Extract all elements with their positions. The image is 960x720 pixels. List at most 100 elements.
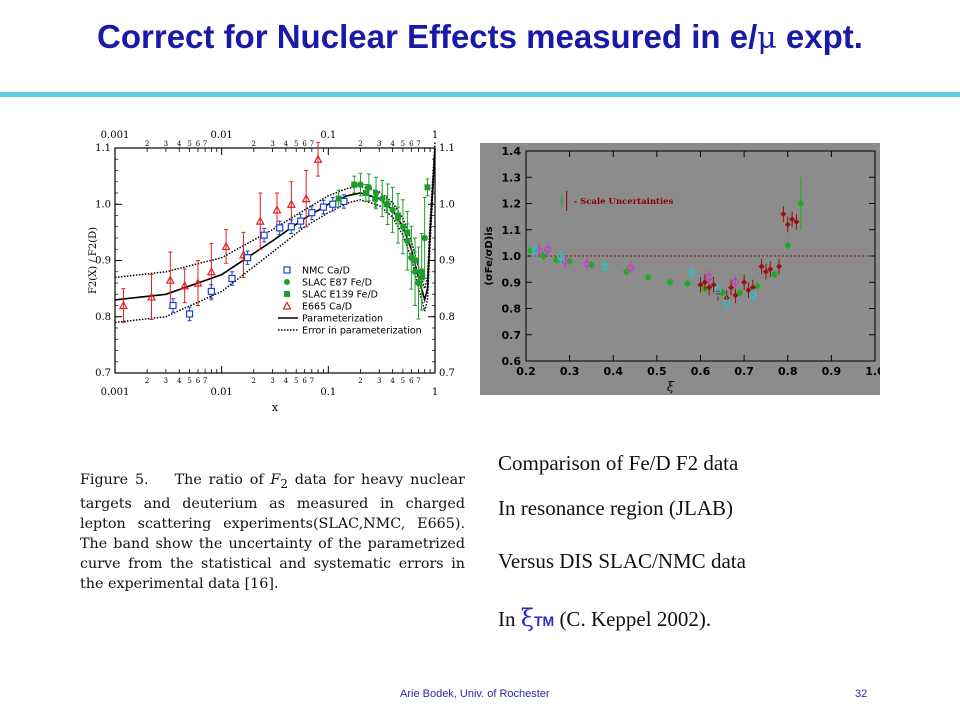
red-point <box>706 284 713 291</box>
magenta-point <box>544 245 552 254</box>
y-tick-label: 1.2 <box>502 198 522 211</box>
f2-ratio-chart: 0.0010.0012233445566770.010.012233445566… <box>88 130 455 414</box>
x-tick-label-top: 0.001 <box>101 130 130 141</box>
e87-point <box>411 268 419 275</box>
footer-author: Arie Bodek, Univ. of Rochester <box>400 688 550 700</box>
y-tick-label-right: 1.0 <box>439 199 455 210</box>
x-minor-label-top: 5 <box>187 140 191 148</box>
x-tick-label: 0.5 <box>647 365 667 378</box>
x-minor-label-top: 6 <box>302 140 307 148</box>
x-tick-label: 0.4 <box>604 365 624 378</box>
x-minor-label: 3 <box>270 377 274 385</box>
y-tick-label: 1.4 <box>502 145 522 158</box>
x-minor-label-top: 6 <box>196 140 201 148</box>
red-point <box>784 221 791 228</box>
nmc-point <box>319 203 328 211</box>
x-tick-label: 0.9 <box>822 365 842 378</box>
side-line-3: Versus DIS SLAC/NMC data <box>498 549 746 573</box>
x-minor-label: 4 <box>284 377 289 385</box>
x-tick-label: 0.7 <box>734 365 754 378</box>
x-minor-label: 5 <box>401 377 405 385</box>
caption-f2-sub: 2 <box>280 476 288 491</box>
e665-point <box>193 278 203 287</box>
y-tick-label: 0.7 <box>95 368 111 379</box>
red-point <box>710 281 717 288</box>
nmc-point <box>228 274 236 283</box>
x-minor-label: 6 <box>409 377 414 385</box>
x-minor-label: 5 <box>187 377 191 385</box>
magenta-point <box>535 247 543 255</box>
green-point <box>797 200 804 207</box>
x-tick-label-top: 0.1 <box>320 130 336 141</box>
x-minor-label-top: 7 <box>416 140 420 148</box>
nmc-point <box>260 231 268 239</box>
x-minor-label-top: 5 <box>401 140 405 148</box>
e665-point <box>147 292 157 301</box>
red-point <box>767 266 774 273</box>
parameterization-curve <box>114 147 436 304</box>
e665-point <box>180 281 190 290</box>
nmc-point <box>340 197 348 206</box>
x-minor-label-top: 2 <box>252 140 256 148</box>
e87-point <box>415 279 422 287</box>
title-rule <box>0 92 960 97</box>
x-minor-label: 2 <box>252 377 256 385</box>
x-minor-label-top: 2 <box>358 140 362 148</box>
title-suffix: expt. <box>776 18 863 55</box>
legend-marker-e139 <box>284 291 290 297</box>
x-minor-label: 3 <box>164 377 168 385</box>
x-minor-label-top: 4 <box>177 140 182 148</box>
slide-title: Correct for Nuclear Effects measured in … <box>0 18 960 56</box>
x-minor-label-top: 6 <box>409 140 414 148</box>
nmc-point <box>297 217 305 225</box>
red-point <box>780 211 787 217</box>
e87-point <box>399 223 407 230</box>
caption-text-b: data for heavy nuclear targets and deute… <box>80 472 465 592</box>
green-point <box>754 283 761 290</box>
red-point <box>749 284 756 291</box>
red-point <box>741 279 748 286</box>
y-tick-label: 1.1 <box>95 143 111 154</box>
y-tick-label-right: 0.9 <box>439 256 455 267</box>
x-tick-label: 0.1 <box>320 387 336 398</box>
y-tick-label: 1.3 <box>502 171 522 184</box>
e665-point <box>206 266 216 276</box>
legend-label: NMC Ca/D <box>302 266 350 277</box>
x-tick-label-top: 0.01 <box>211 130 233 141</box>
magenta-point <box>561 257 569 265</box>
caption-label: Figure 5. <box>80 472 149 488</box>
e139-point <box>335 195 342 202</box>
x-minor-label-top: 7 <box>203 140 207 148</box>
x-tick-label: 0.001 <box>101 387 130 398</box>
x-minor-label: 6 <box>302 377 307 385</box>
x-minor-label-top: 4 <box>284 140 289 148</box>
e665-point <box>272 205 282 214</box>
cyan-point <box>557 254 565 261</box>
e87-point <box>389 206 396 214</box>
cyan-point <box>723 300 730 307</box>
nmc-point <box>276 224 284 232</box>
x-minor-label: 7 <box>310 377 314 385</box>
side-line-4-post: (C. Keppel 2002). <box>554 607 712 631</box>
cyan-point <box>688 269 695 277</box>
e665-point <box>255 216 265 225</box>
e139-point <box>424 184 431 191</box>
legend-label: Parameterization <box>302 314 383 325</box>
e87-point <box>394 215 402 222</box>
x-tick-label: 1 <box>432 387 438 398</box>
red-point <box>776 263 783 270</box>
y-tick-label: 0.9 <box>95 256 111 267</box>
red-point <box>793 218 800 225</box>
legend-label: SLAC E139 Fe/D <box>302 290 378 301</box>
scale-annotation: - Scale Uncertainties <box>574 197 674 207</box>
red-point <box>728 284 735 291</box>
y-tick-label: 0.9 <box>502 276 522 289</box>
e139-point <box>372 195 379 202</box>
green-point <box>684 280 691 287</box>
x-axis-label: ξ <box>667 380 675 395</box>
e87-point <box>408 254 415 261</box>
x-minor-label: 6 <box>196 377 201 385</box>
e87-point <box>418 268 425 275</box>
x-minor-label-top: 5 <box>294 140 298 148</box>
e665-point <box>286 199 296 208</box>
